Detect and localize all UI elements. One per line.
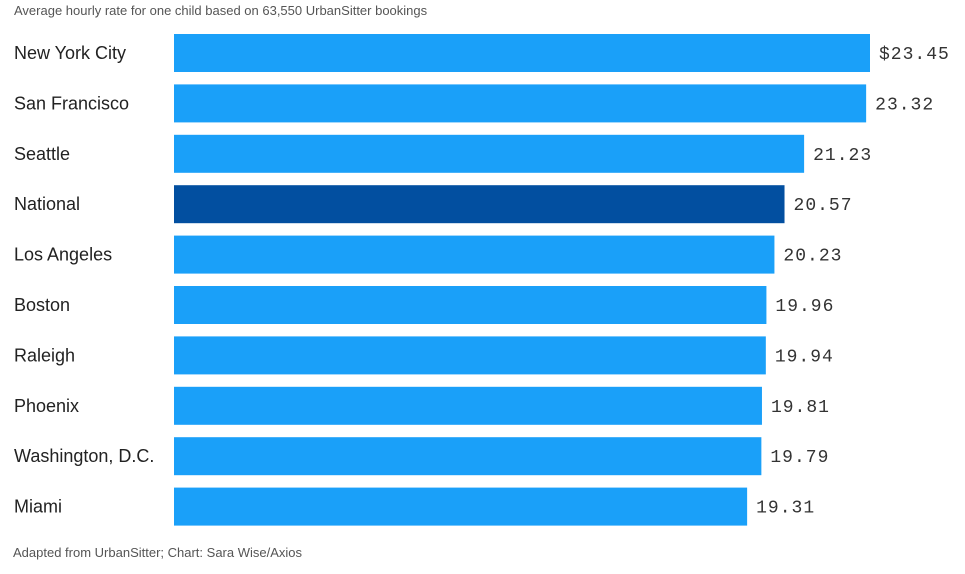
category-label-miami: Miami [14, 497, 62, 517]
bar-national [174, 185, 785, 224]
value-label-phoenix: 19.81 [771, 398, 830, 418]
bar-phoenix [174, 386, 762, 425]
category-label-raleigh: Raleigh [14, 345, 75, 365]
value-label-national: 20.57 [794, 196, 853, 216]
chart-subtitle: Average hourly rate for one child based … [14, 3, 428, 18]
bar-seattle [174, 134, 805, 173]
category-label-phoenix: Phoenix [14, 396, 79, 416]
bar-miami [174, 487, 748, 526]
value-label-seattle: 21.23 [813, 146, 872, 166]
chart-source-note: Adapted from UrbanSitter; Chart: Sara Wi… [13, 545, 303, 560]
bar-boston [174, 286, 767, 324]
value-label-boston: 19.96 [775, 297, 834, 317]
category-label-san-francisco: San Francisco [14, 93, 129, 113]
category-label-los-angeles: Los Angeles [14, 245, 112, 265]
bar-new-york-city [174, 34, 870, 72]
value-label-los-angeles: 20.23 [783, 247, 842, 267]
value-label-san-francisco: 23.32 [875, 95, 934, 115]
bar-raleigh [174, 336, 766, 375]
bar-washington-d-c [174, 437, 762, 476]
category-label-seattle: Seattle [14, 144, 70, 164]
value-label-miami: 19.31 [756, 499, 815, 519]
category-label-new-york-city: New York City [14, 43, 126, 63]
bar-los-angeles [174, 235, 775, 274]
category-label-washington-d-c: Washington, D.C. [14, 446, 154, 466]
bar-san-francisco [174, 84, 867, 123]
value-label-raleigh: 19.94 [775, 347, 834, 367]
value-label-washington-d-c: 19.79 [770, 448, 829, 468]
category-label-national: National [14, 194, 80, 214]
value-label-new-york-city: $23.45 [879, 45, 950, 65]
category-label-boston: Boston [14, 295, 70, 315]
